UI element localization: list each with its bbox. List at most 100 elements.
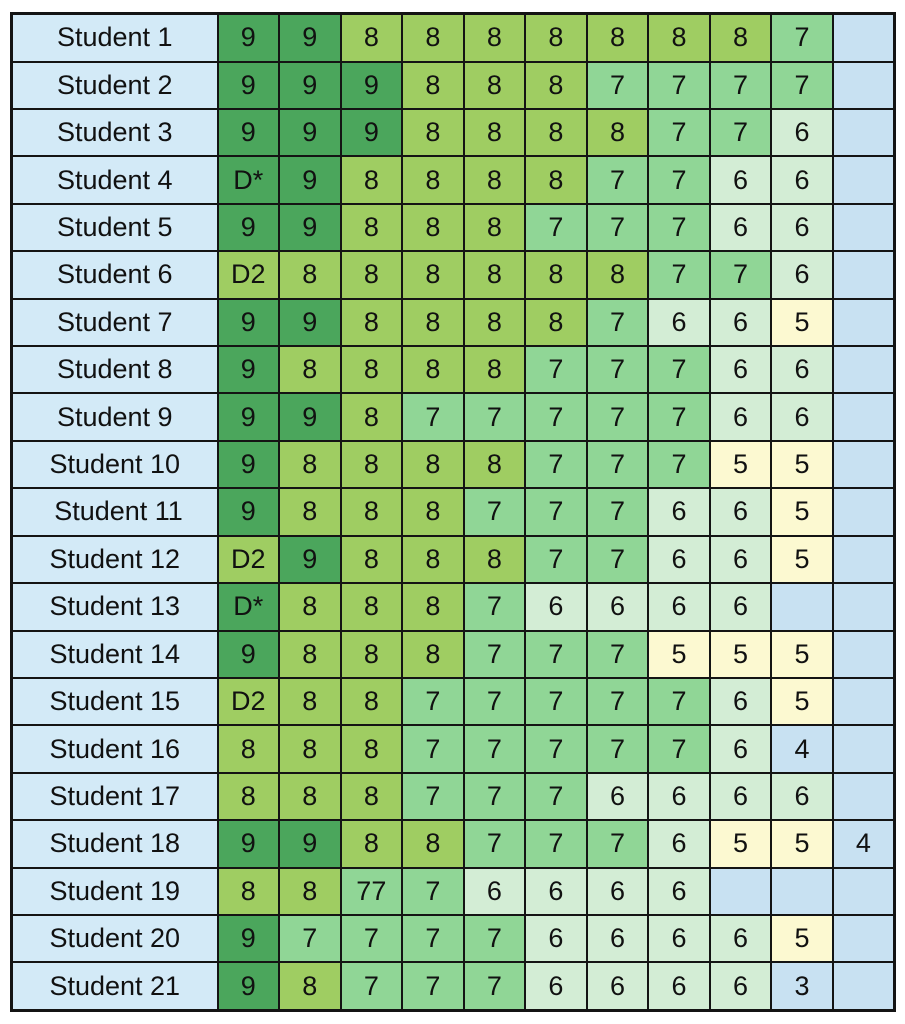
student-label: Student 8 [10,345,219,395]
grade-cell: 7 [647,202,711,253]
grade-cell: 5 [770,819,834,869]
grade-cell: 8 [339,771,404,822]
grade-cell: 8 [216,771,281,822]
grade-cell: 6 [708,961,773,1012]
grade-cell: 8 [524,155,588,205]
grade-cell: 8 [339,12,404,63]
grade-cell: 6 [770,108,834,158]
grade-cell: 5 [770,439,834,490]
grade-cell: 8 [462,155,527,205]
grade-cell: 8 [401,439,465,490]
grade-cell: 6 [708,155,773,205]
grade-cell: 8 [278,487,342,537]
grade-cell: 8 [462,534,527,585]
grade-cell: 7 [708,250,773,300]
grade-cell: 9 [216,202,281,253]
student-label: Student 12 [10,534,219,585]
grade-cell: 6 [770,250,834,300]
grade-cell: 8 [401,345,465,395]
grade-cell: 7 [524,345,588,395]
grade-cell: 7 [585,534,650,585]
grade-cell: 9 [216,108,281,158]
grade-cell: 7 [585,155,650,205]
empty-grade-cell [831,866,896,916]
grade-cell: 8 [401,202,465,253]
grade-cell: 8 [462,108,527,158]
grade-cell: 6 [708,913,773,964]
grade-cell: 9 [216,392,281,442]
grade-cell: 9 [216,60,281,111]
grade-cell: 7 [524,534,588,585]
grade-cell: 8 [585,12,650,63]
grade-cell: 77 [339,866,404,916]
grade-cell: 8 [462,250,527,300]
grade-cell: 8 [462,439,527,490]
grade-cell: 6 [647,961,711,1012]
grade-cell: 8 [339,487,404,537]
grade-cell: 7 [462,771,527,822]
empty-grade-cell [831,250,896,300]
student-label: Student 5 [10,202,219,253]
grade-cell: 6 [708,487,773,537]
grade-cell: 6 [708,771,773,822]
grade-cell: 7 [462,629,527,679]
grade-cell: 8 [339,155,404,205]
grade-cell: 7 [462,724,527,774]
grade-cell: 8 [278,345,342,395]
table-row: Student 11 9 8 8 8 7 7 7 6 6 5 [10,487,896,537]
grade-cell: D* [216,155,281,205]
table-row: Student 12 D2 9 8 8 8 7 7 6 6 5 [10,534,896,585]
grade-cell: 7 [585,487,650,537]
grade-cell: 6 [647,487,711,537]
student-label: Student 4 [10,155,219,205]
grade-cell: 8 [339,297,404,348]
grade-cell: 7 [585,724,650,774]
grade-cell: 5 [708,819,773,869]
student-label: Student 16 [10,724,219,774]
grade-cell: 6 [770,345,834,395]
grade-cell: 8 [401,250,465,300]
grade-cell: 6 [708,676,773,727]
student-label: Student 7 [10,297,219,348]
student-label: Student 18 [10,819,219,869]
grade-cell: 9 [216,819,281,869]
grade-cell: 6 [647,913,711,964]
grade-cell: 9 [216,487,281,537]
student-label: Student 17 [10,771,219,822]
grade-cell: 3 [770,961,834,1012]
grade-cell: 7 [585,819,650,869]
grade-cell: 8 [401,297,465,348]
grade-cell: 7 [339,913,404,964]
grade-cell: 7 [524,439,588,490]
empty-grade-cell [831,202,896,253]
grade-cell: 8 [339,202,404,253]
grade-cell: 6 [585,961,650,1012]
empty-grade-cell [831,392,896,442]
grade-cell: 6 [708,582,773,632]
grade-cell: 8 [278,724,342,774]
grade-cell: 8 [339,676,404,727]
grade-cell: 6 [647,534,711,585]
grade-cell: 5 [770,676,834,727]
empty-grade-cell [831,629,896,679]
empty-grade-cell [831,108,896,158]
grade-cell: 8 [708,12,773,63]
grade-cell: 7 [770,60,834,111]
grade-cell: 6 [708,202,773,253]
empty-grade-cell [831,582,896,632]
empty-grade-cell [770,866,834,916]
grade-cell: 6 [647,771,711,822]
grade-cell: 8 [278,866,342,916]
grade-cell: 7 [524,202,588,253]
table-row: Student 16 8 8 8 7 7 7 7 7 6 4 [10,724,896,774]
grade-cell: 9 [278,819,342,869]
grade-cell: 6 [585,913,650,964]
grade-cell: 8 [462,345,527,395]
grade-cell: 8 [278,250,342,300]
grades-heatmap-table: Student 1 9 9 8 8 8 8 8 8 8 7 Student 2 9 9 9 8 8 8 7 7 7 7 St… [10,12,896,1012]
